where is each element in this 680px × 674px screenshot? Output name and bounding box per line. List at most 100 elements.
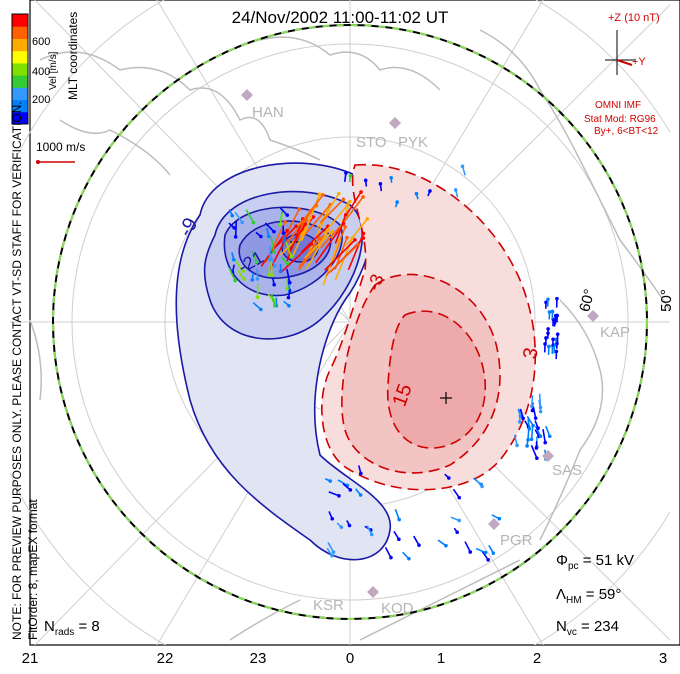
colorbar bbox=[12, 14, 28, 125]
colorbar-segment bbox=[12, 26, 28, 39]
velocity-vector bbox=[285, 241, 293, 257]
preview-note: NOTE: FOR PREVIEW PURPOSES ONLY. PLEASE … bbox=[10, 101, 24, 640]
vector-origin bbox=[543, 440, 548, 445]
vector-origin bbox=[259, 234, 263, 239]
vector-origin bbox=[483, 550, 488, 555]
velocity-vector bbox=[464, 541, 471, 553]
velocity-vector bbox=[305, 230, 329, 270]
imf-vector bbox=[616, 59, 633, 66]
vector-origin bbox=[272, 282, 276, 287]
mlt-tick-23: 23 bbox=[249, 650, 267, 667]
vector-origin bbox=[353, 238, 357, 242]
colorbar-segment bbox=[12, 75, 28, 88]
vector-origin bbox=[555, 332, 560, 337]
velocity-vector bbox=[291, 217, 312, 258]
vector-origin bbox=[553, 314, 558, 318]
vector-origin bbox=[266, 234, 271, 239]
vector-origin bbox=[517, 420, 522, 424]
velocity-vector bbox=[530, 425, 534, 440]
vector-origin bbox=[529, 437, 534, 442]
vector-origin bbox=[341, 197, 346, 202]
vector-origin bbox=[414, 191, 419, 196]
velocity-vector bbox=[345, 218, 368, 246]
velocity-vector bbox=[327, 541, 335, 553]
velocity-vector bbox=[324, 239, 356, 271]
site-label-han: HAN bbox=[252, 104, 284, 121]
velocity-vector bbox=[325, 243, 359, 277]
velocity-vector bbox=[279, 228, 307, 256]
velocity-vector bbox=[234, 221, 238, 237]
coords-label: MLT coordinates bbox=[66, 11, 80, 100]
vector-origin bbox=[457, 518, 461, 523]
velocity-vector bbox=[384, 547, 392, 558]
vector-origin bbox=[530, 404, 534, 409]
vector-origin bbox=[521, 416, 525, 421]
vector-origin bbox=[395, 200, 399, 204]
velocity-vector bbox=[251, 250, 258, 263]
velocity-vector bbox=[337, 479, 348, 487]
vector-origin bbox=[544, 300, 548, 305]
vector-origin bbox=[294, 224, 298, 229]
vector-origin bbox=[389, 175, 393, 180]
imf-model: Stat Mod: RG96 bbox=[584, 114, 656, 125]
velocity-vector bbox=[279, 213, 283, 226]
vector-origin bbox=[241, 269, 246, 273]
vector-origin bbox=[255, 295, 260, 300]
vector-origin bbox=[468, 550, 473, 554]
vector-origin bbox=[538, 405, 543, 410]
vector-origin bbox=[272, 250, 276, 254]
vector-origin bbox=[231, 257, 236, 262]
vector-origin bbox=[278, 223, 283, 227]
vector-origin bbox=[285, 287, 290, 291]
imf-plus-y: +Y bbox=[632, 56, 646, 68]
vector-origin bbox=[546, 327, 550, 331]
vector-origin bbox=[303, 222, 307, 227]
vector-origin bbox=[233, 278, 237, 283]
vector-origin bbox=[282, 238, 287, 243]
vector-origin bbox=[455, 530, 460, 535]
vector-origin bbox=[251, 220, 256, 225]
colorbar-segment bbox=[12, 99, 28, 113]
vector-origin bbox=[281, 231, 286, 235]
colorbar-segment bbox=[12, 87, 28, 101]
vector-origin bbox=[348, 174, 353, 178]
colorbar-frame bbox=[11, 13, 29, 125]
site-label-sto: STO bbox=[356, 134, 387, 151]
vector-origin bbox=[444, 543, 448, 548]
vector-origin bbox=[460, 164, 465, 169]
mlt-tick-1: 1 bbox=[436, 650, 446, 667]
vector-origin bbox=[453, 188, 458, 192]
coastlines bbox=[29, 29, 670, 641]
vector-origin bbox=[317, 192, 322, 197]
velocity-vector bbox=[260, 230, 288, 267]
vector-origin bbox=[285, 228, 289, 233]
negative-cell bbox=[175, 162, 391, 561]
velocity-vector bbox=[297, 236, 325, 271]
site-label-ksr: KSR bbox=[313, 597, 344, 614]
vector-origin bbox=[337, 493, 341, 498]
vector-origin bbox=[535, 456, 539, 460]
vector-origin bbox=[232, 226, 237, 230]
vector-origin bbox=[331, 550, 336, 554]
vector-origin bbox=[361, 236, 366, 240]
vector-origin bbox=[491, 551, 496, 555]
vector-origin bbox=[407, 556, 411, 561]
vector-origin bbox=[546, 344, 551, 349]
vector-origin bbox=[285, 213, 290, 217]
vector-origin bbox=[544, 336, 548, 340]
velocity-vector bbox=[542, 429, 547, 443]
vector-origin bbox=[309, 242, 314, 246]
vector-origin bbox=[330, 516, 335, 521]
vector-origin bbox=[330, 229, 335, 234]
vector-origin bbox=[527, 426, 532, 431]
vector-origin bbox=[536, 426, 540, 431]
velocity-vector bbox=[269, 239, 286, 270]
vector-origin bbox=[547, 434, 552, 439]
vector-origin bbox=[345, 235, 349, 240]
velocity-vector bbox=[275, 225, 297, 248]
velocity-vector bbox=[270, 294, 276, 306]
vector-origin bbox=[272, 229, 276, 234]
velocity-vector bbox=[320, 222, 344, 249]
